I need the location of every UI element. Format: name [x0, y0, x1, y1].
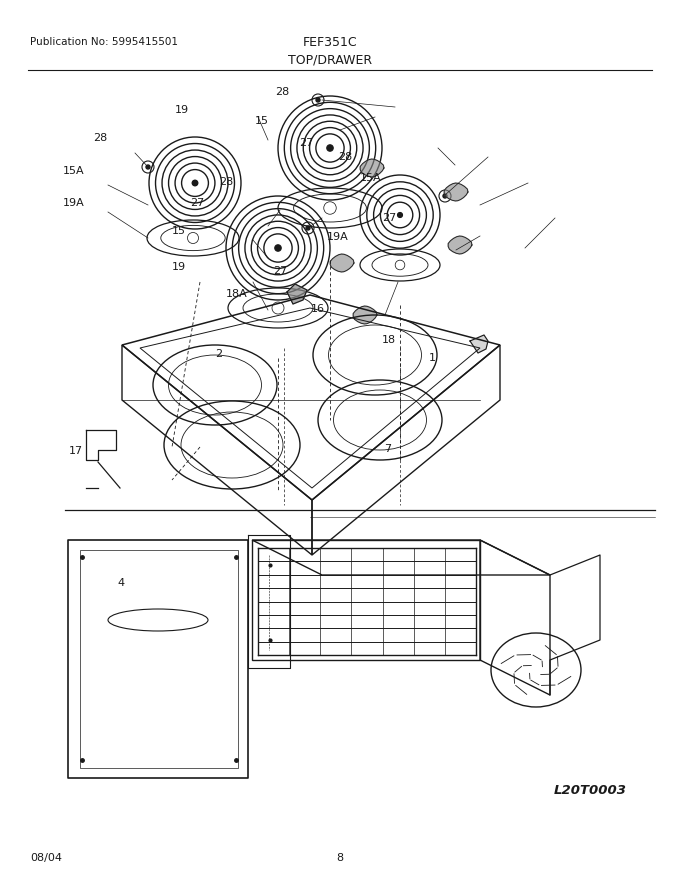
Text: 15A: 15A	[63, 165, 84, 176]
Circle shape	[146, 165, 150, 169]
Text: 19: 19	[172, 261, 186, 272]
Polygon shape	[360, 159, 384, 177]
Text: 16: 16	[311, 304, 325, 314]
Text: 8: 8	[337, 853, 343, 863]
Text: 28: 28	[339, 151, 352, 162]
Text: 1: 1	[429, 353, 436, 363]
Text: 27: 27	[300, 137, 313, 148]
Text: 28: 28	[94, 133, 107, 143]
Text: L20T0003: L20T0003	[554, 783, 626, 796]
Circle shape	[398, 213, 403, 217]
Text: TOP/DRAWER: TOP/DRAWER	[288, 54, 372, 67]
Text: 08/04: 08/04	[30, 853, 62, 863]
Polygon shape	[353, 306, 377, 324]
Circle shape	[443, 194, 447, 198]
Text: 7: 7	[384, 444, 391, 454]
Text: 27: 27	[273, 266, 287, 276]
Circle shape	[275, 245, 281, 251]
Text: 19A: 19A	[63, 198, 84, 209]
Polygon shape	[444, 183, 468, 201]
Circle shape	[316, 98, 320, 102]
Polygon shape	[470, 335, 488, 353]
Text: 17: 17	[69, 445, 83, 456]
Text: 19: 19	[175, 105, 189, 115]
Text: 15: 15	[172, 226, 186, 237]
Text: Publication No: 5995415501: Publication No: 5995415501	[30, 37, 178, 47]
Text: 4: 4	[118, 577, 124, 588]
Text: 15: 15	[255, 116, 269, 127]
Polygon shape	[330, 254, 354, 272]
Polygon shape	[287, 284, 307, 304]
Text: 2: 2	[216, 348, 222, 359]
Text: 18A: 18A	[226, 289, 248, 299]
Circle shape	[306, 226, 310, 230]
Text: 28: 28	[219, 177, 233, 187]
Text: 18: 18	[382, 334, 396, 345]
Text: 27: 27	[190, 198, 204, 209]
Text: 15A: 15A	[360, 172, 381, 183]
Text: 27: 27	[382, 213, 396, 224]
Polygon shape	[448, 236, 472, 254]
Text: FEF351C: FEF351C	[303, 35, 357, 48]
Text: 19A: 19A	[327, 231, 349, 242]
Circle shape	[192, 180, 198, 186]
Circle shape	[327, 145, 333, 151]
Text: 28: 28	[275, 86, 289, 97]
